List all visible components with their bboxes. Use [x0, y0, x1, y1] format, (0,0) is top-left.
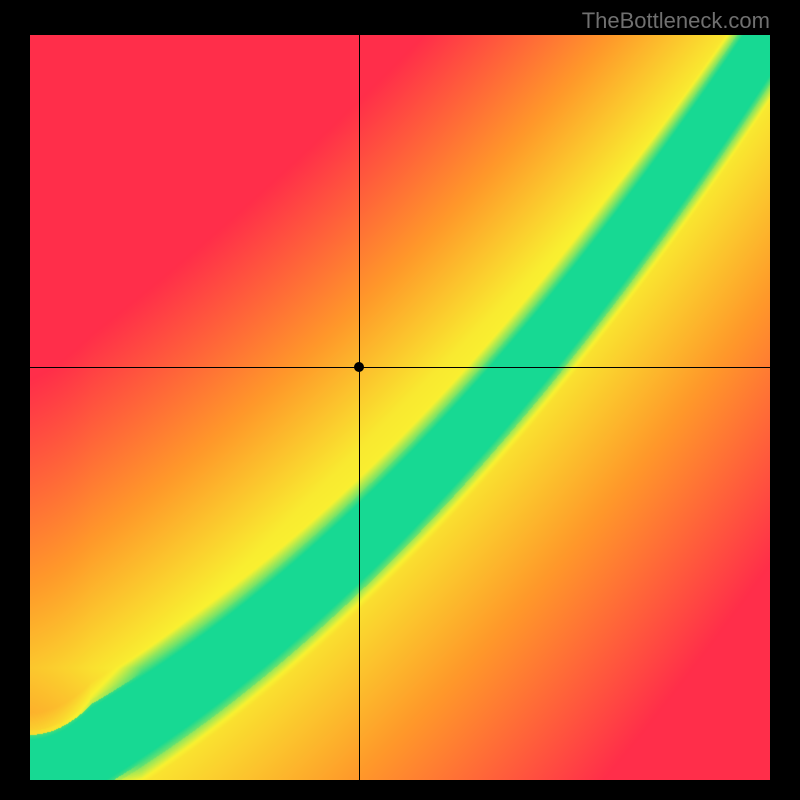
- heatmap-canvas: [30, 35, 770, 780]
- crosshair-vertical: [359, 35, 360, 780]
- plot-container: [30, 35, 770, 780]
- watermark: TheBottleneck.com: [582, 8, 770, 34]
- crosshair-marker: [354, 362, 364, 372]
- crosshair-horizontal: [30, 367, 770, 368]
